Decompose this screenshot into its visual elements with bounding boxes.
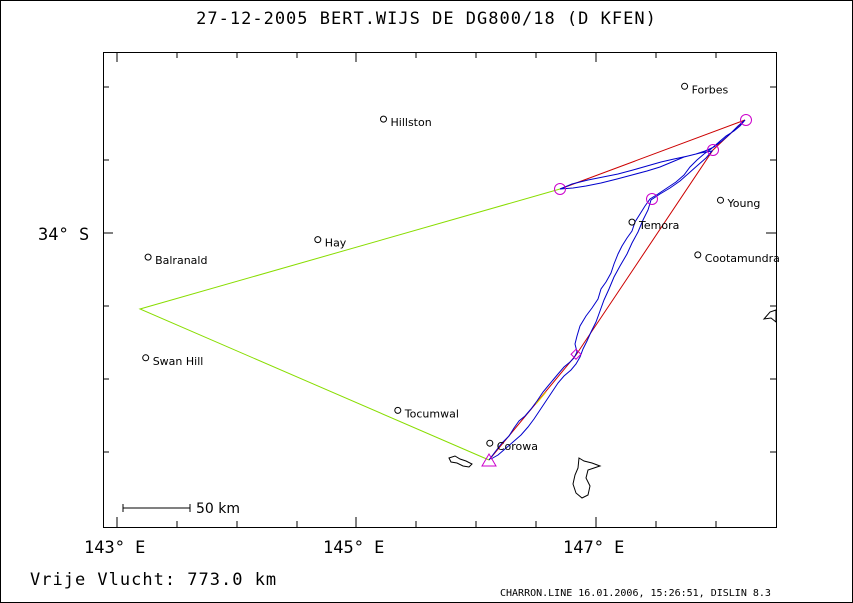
scale-bar [122, 504, 191, 512]
town-marker [694, 251, 702, 259]
town-label: Corowa [497, 440, 538, 453]
plot-frame [103, 52, 777, 528]
town-label: Forbes [692, 83, 729, 96]
flight-distance: Vrije Vlucht: 773.0 km [30, 570, 278, 590]
start-triangle [481, 453, 497, 467]
scale-bar-label: 50 km [196, 501, 240, 517]
town-label: Cootamundra [705, 252, 780, 265]
turnpoint-circle [554, 183, 566, 195]
x-axis-label-143: 143° E [84, 538, 145, 558]
town-label: Temora [638, 219, 679, 232]
flight-track-line [488, 119, 746, 461]
town-marker [394, 406, 402, 414]
town-marker [380, 115, 387, 123]
town-label: Young [727, 197, 761, 210]
town-marker [142, 354, 150, 362]
turnpoints [481, 114, 752, 467]
town-label: Hay [325, 237, 347, 250]
credits-line: CHARRON.LINE 16.01.2006, 15:26:51, DISLI… [500, 588, 771, 599]
x-axis-label-147: 147° E [563, 538, 624, 558]
page-title: 27-12-2005 BERT.WIJS DE DG800/18 (D KFEN… [196, 9, 657, 29]
town-marker [486, 439, 494, 447]
town-marker [717, 196, 724, 204]
x-axis-label-145: 145° E [323, 538, 384, 558]
turnpoint-circle [707, 144, 719, 156]
turnpoint-circle [740, 114, 752, 126]
optimized-route-line [138, 188, 561, 461]
town-label: Hillston [391, 116, 432, 129]
towns-layer: Forbes Hillston Young Temora Hay Balranald Coo… [142, 82, 780, 453]
town-label: Tocumwal [404, 407, 459, 420]
axis-ticks [103, 52, 776, 527]
task-route-line [488, 119, 746, 461]
town-marker [681, 82, 689, 90]
turnpoint-circle [646, 193, 658, 205]
lake-outlines [448, 309, 777, 499]
track-segment-yellow [535, 391, 547, 405]
town-marker [144, 253, 152, 261]
town-marker [314, 236, 322, 244]
turnpoint-diamond [570, 348, 582, 360]
y-axis-label-34s: 34° S [38, 225, 89, 245]
town-label: Swan Hill [153, 355, 204, 368]
town-label: Balranald [155, 254, 207, 267]
town-marker [628, 218, 636, 226]
